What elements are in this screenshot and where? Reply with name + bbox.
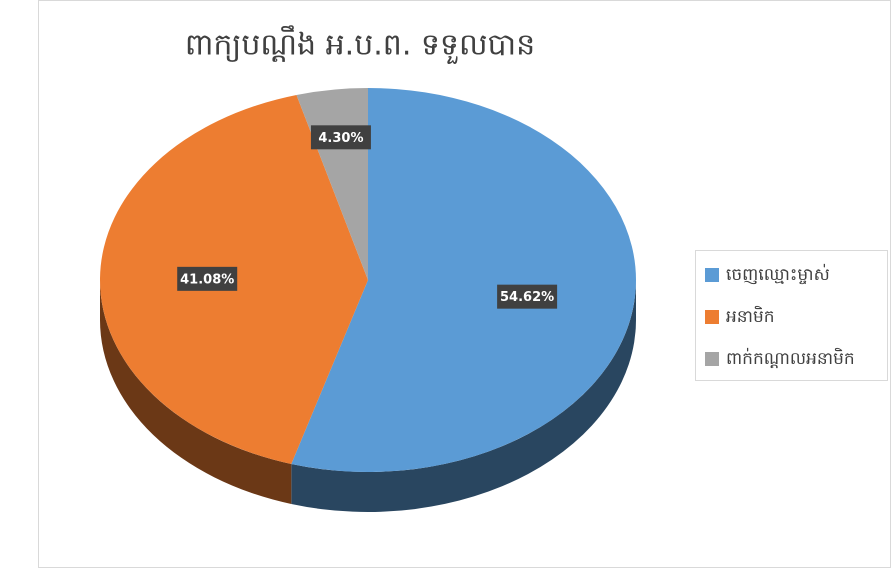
legend-label: អនាមិក (726, 305, 775, 327)
legend-swatch (705, 268, 719, 282)
pie-side (100, 280, 292, 504)
pie-side (291, 280, 636, 512)
data-label-box (310, 125, 371, 150)
data-label-box (497, 284, 558, 309)
data-label-box (177, 266, 238, 291)
legend-label: ចេញឈ្មោះម្ចាស់ (726, 263, 830, 285)
legend-box (695, 250, 888, 381)
data-label: 4.30% (318, 131, 363, 146)
legend-swatch (705, 310, 719, 324)
legend-label: ពាក់កណ្តាលអនាមិក (726, 347, 855, 369)
data-label: 41.08% (180, 272, 234, 287)
data-label: 54.62% (500, 290, 554, 305)
pie-slice (291, 88, 636, 472)
chart-title: ពាក្យបណ្តឹង អ.ប.ព. ទទួលបាន (185, 25, 535, 65)
legend-swatch (705, 352, 719, 366)
